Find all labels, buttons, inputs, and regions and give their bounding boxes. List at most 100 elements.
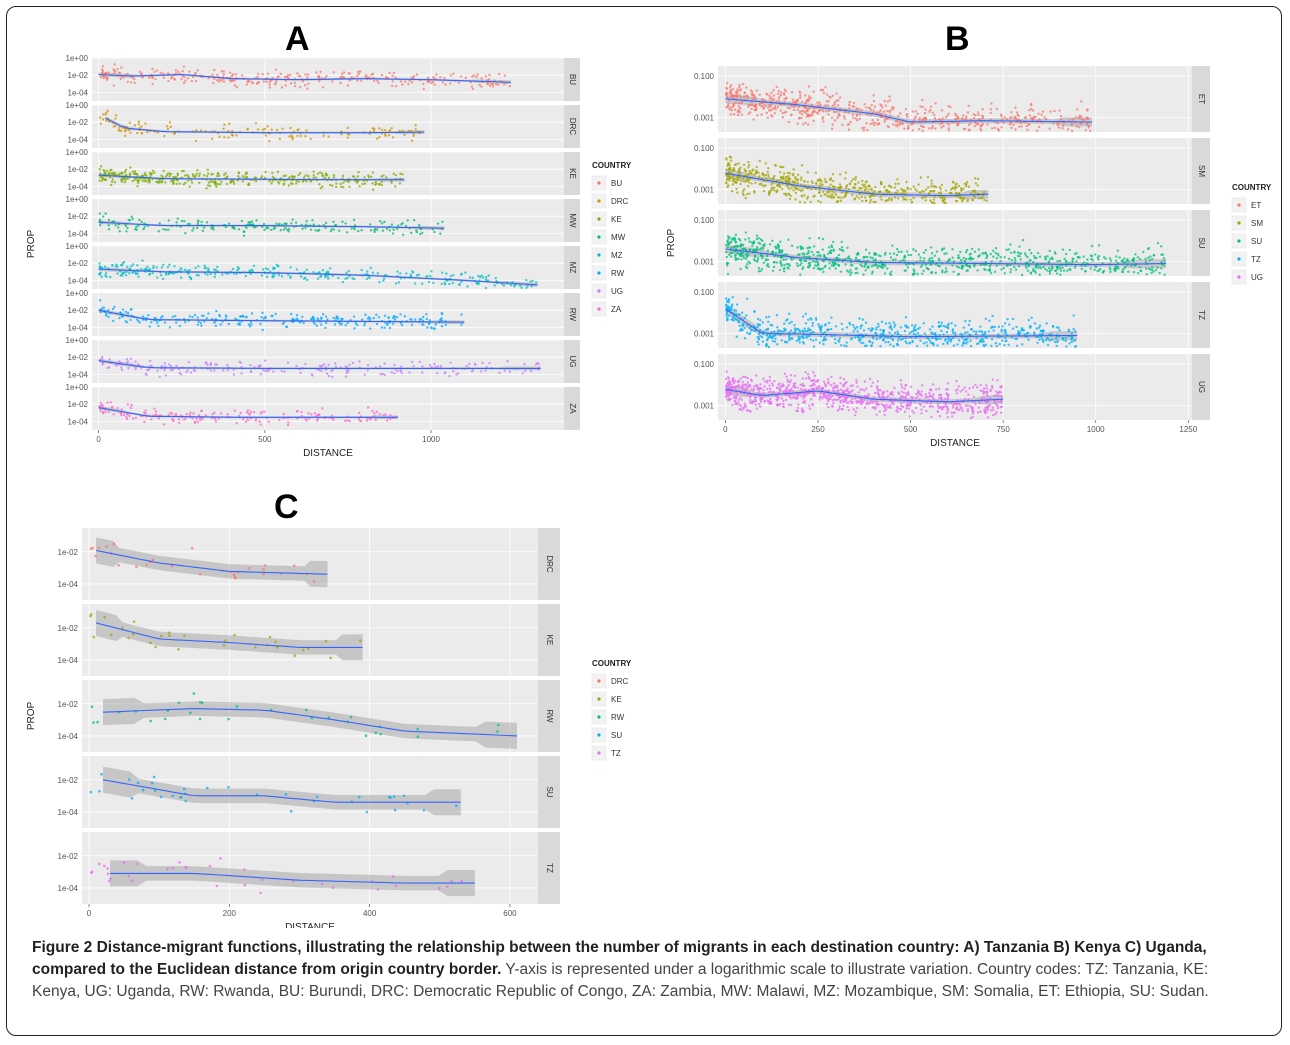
facet-strip xyxy=(564,387,580,430)
data-point xyxy=(413,282,417,285)
data-point xyxy=(312,315,315,319)
data-point xyxy=(196,222,200,226)
data-point xyxy=(488,84,492,87)
data-point xyxy=(383,362,386,365)
data-point xyxy=(326,318,329,321)
data-point xyxy=(740,254,743,258)
data-point xyxy=(815,318,818,321)
data-point xyxy=(231,267,235,271)
data-point xyxy=(886,109,889,113)
data-point xyxy=(729,246,733,250)
data-point xyxy=(862,256,866,259)
data-point xyxy=(225,315,228,318)
data-point xyxy=(321,85,325,89)
data-point xyxy=(367,275,370,278)
data-point xyxy=(440,325,444,328)
data-point xyxy=(237,174,240,178)
data-point xyxy=(1064,336,1068,340)
data-point xyxy=(967,185,971,188)
data-point xyxy=(786,171,790,175)
data-point xyxy=(235,272,238,276)
data-point xyxy=(819,328,823,331)
data-point xyxy=(984,252,988,255)
data-point xyxy=(178,421,181,424)
data-point xyxy=(101,71,104,74)
data-point xyxy=(804,101,808,105)
data-point xyxy=(747,181,751,184)
data-point xyxy=(139,73,143,76)
data-point xyxy=(518,284,522,287)
data-point xyxy=(199,321,203,325)
data-point xyxy=(838,248,842,251)
data-point xyxy=(779,170,782,174)
data-point xyxy=(746,96,750,100)
data-point xyxy=(730,303,734,306)
data-point xyxy=(943,197,947,201)
data-point xyxy=(180,268,183,271)
data-point xyxy=(888,99,892,102)
data-point xyxy=(917,253,921,256)
data-point xyxy=(846,246,849,249)
data-point xyxy=(753,191,756,194)
data-point xyxy=(106,109,110,113)
data-point xyxy=(276,265,280,268)
data-point xyxy=(306,87,309,90)
data-point xyxy=(731,169,735,172)
data-point xyxy=(1030,316,1033,319)
data-point xyxy=(391,136,395,139)
data-point xyxy=(833,186,837,189)
data-point xyxy=(173,264,176,268)
data-point xyxy=(261,311,264,315)
data-point xyxy=(1038,338,1041,341)
data-point xyxy=(930,179,933,182)
data-point xyxy=(897,182,900,185)
facet-strip-label: SM xyxy=(1197,165,1206,177)
data-point xyxy=(178,182,181,185)
data-point xyxy=(879,254,882,258)
y-tick-label: 1e-04 xyxy=(68,323,89,332)
data-point xyxy=(168,326,172,329)
data-point xyxy=(916,112,919,115)
data-point xyxy=(394,76,397,79)
data-point xyxy=(332,71,335,74)
data-point xyxy=(884,341,887,344)
data-point xyxy=(203,267,206,270)
data-point xyxy=(901,122,904,125)
data-point xyxy=(297,128,300,131)
data-point xyxy=(310,413,313,416)
data-point xyxy=(159,71,162,75)
data-point xyxy=(118,129,121,132)
data-point xyxy=(146,131,149,134)
data-point xyxy=(280,275,284,278)
data-point xyxy=(904,316,908,319)
data-point xyxy=(124,224,128,227)
data-point xyxy=(953,187,957,191)
data-point xyxy=(1070,129,1074,133)
data-point xyxy=(868,339,871,343)
data-point xyxy=(295,179,299,182)
data-point xyxy=(409,273,413,276)
data-point xyxy=(430,365,433,369)
data-point xyxy=(112,69,116,72)
data-point xyxy=(1052,325,1055,329)
data-point xyxy=(916,272,919,276)
data-point xyxy=(869,344,873,348)
data-point xyxy=(726,246,730,249)
data-point xyxy=(887,125,890,129)
data-point xyxy=(726,164,729,167)
data-point xyxy=(755,165,758,169)
data-point xyxy=(1038,324,1042,327)
data-point xyxy=(967,123,971,127)
data-point xyxy=(223,136,226,139)
data-point xyxy=(188,268,191,272)
data-point xyxy=(248,269,252,272)
data-point xyxy=(386,322,390,325)
data-point xyxy=(870,188,874,192)
data-point xyxy=(393,372,396,375)
data-point xyxy=(222,80,226,83)
data-point xyxy=(926,175,930,179)
data-point xyxy=(962,114,965,117)
data-point xyxy=(877,325,880,328)
